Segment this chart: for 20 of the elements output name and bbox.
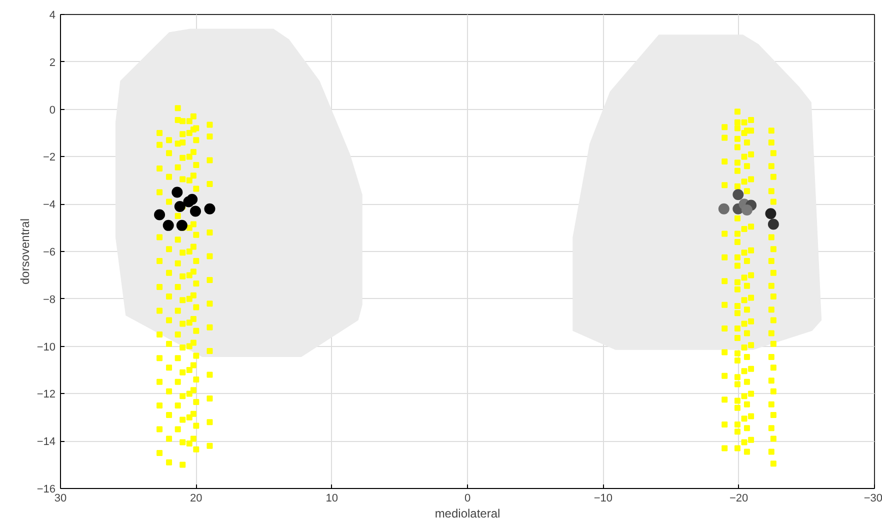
y-axis-title: dorsoventral bbox=[18, 218, 32, 285]
x-tick-label: 10 bbox=[326, 492, 338, 504]
x-tick-label: −20 bbox=[730, 492, 748, 504]
y-tick-label: 0 bbox=[49, 104, 56, 116]
y-tick-label: −6 bbox=[42, 246, 56, 258]
y-tick-label: −4 bbox=[42, 199, 56, 212]
y-tick-label: 2 bbox=[49, 56, 56, 69]
x-tick-label: 30 bbox=[54, 492, 67, 504]
x-tick-label: 20 bbox=[190, 492, 202, 504]
x-tick-label: 0 bbox=[464, 492, 471, 504]
x-tick-label: −10 bbox=[594, 492, 613, 504]
y-tick-label: −16 bbox=[36, 484, 56, 496]
y-tick-label: −14 bbox=[36, 436, 56, 448]
y-tick-label: 4 bbox=[49, 10, 56, 22]
y-tick-label: −2 bbox=[42, 152, 56, 164]
y-tick-label: −8 bbox=[42, 294, 56, 306]
y-tick-label: −10 bbox=[36, 341, 56, 354]
x-tick-label: −30 bbox=[864, 492, 882, 504]
x-axis-title: mediolateral bbox=[434, 506, 500, 520]
y-tick-label: −12 bbox=[36, 388, 56, 401]
